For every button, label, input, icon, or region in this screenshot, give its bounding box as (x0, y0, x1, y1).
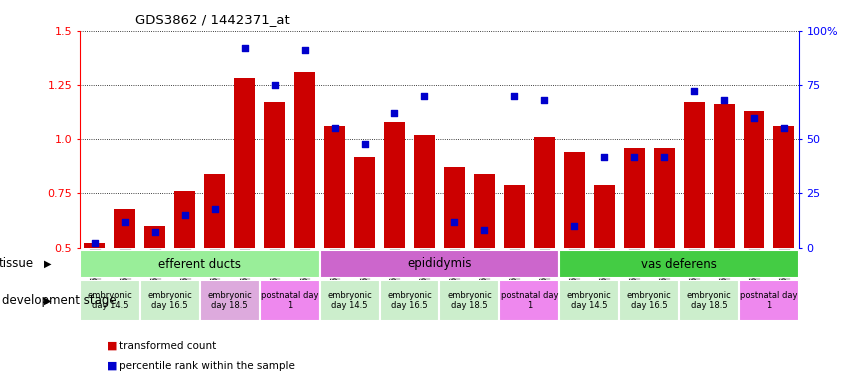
Bar (204, 174, 225, 356)
Bar (624, 148, 645, 356)
Point (597, 154, 611, 160)
Bar (444, 167, 465, 356)
Point (208, 205, 221, 212)
Text: transformed count: transformed count (119, 341, 217, 351)
Point (298, 47, 311, 53)
Text: development stage: development stage (2, 294, 116, 307)
Text: embryonic
day 16.5: embryonic day 16.5 (387, 291, 431, 310)
Text: embryonic
day 14.5: embryonic day 14.5 (87, 291, 132, 310)
Point (627, 154, 641, 160)
Bar (199, 280, 260, 321)
Bar (500, 280, 559, 321)
Bar (354, 157, 375, 356)
Text: percentile rank within the sample: percentile rank within the sample (119, 361, 295, 371)
Bar (145, 226, 166, 356)
Text: postnatal day
1: postnatal day 1 (500, 291, 558, 310)
Point (118, 218, 131, 225)
Bar (684, 102, 705, 356)
Point (178, 212, 192, 218)
Point (717, 97, 731, 103)
Point (568, 223, 581, 229)
Point (418, 93, 431, 99)
Bar (80, 250, 320, 278)
Bar (294, 72, 315, 356)
Text: postnatal day
1: postnatal day 1 (740, 291, 798, 310)
Bar (439, 280, 500, 321)
Bar (739, 280, 799, 321)
Point (238, 45, 251, 51)
Text: tissue: tissue (0, 257, 34, 270)
Bar (713, 104, 734, 356)
Bar (264, 102, 285, 356)
Bar (534, 137, 555, 356)
Bar (504, 185, 525, 356)
Text: postnatal day
1: postnatal day 1 (261, 291, 319, 310)
Bar (559, 250, 799, 278)
Bar (743, 111, 764, 356)
Point (478, 227, 491, 233)
Bar (774, 126, 795, 356)
Point (148, 229, 161, 235)
Bar (234, 78, 255, 356)
Bar (174, 191, 195, 356)
Bar (320, 250, 559, 278)
Text: embryonic
day 16.5: embryonic day 16.5 (147, 291, 192, 310)
Bar (384, 122, 405, 356)
Point (88, 240, 102, 247)
Point (268, 82, 282, 88)
Bar (619, 280, 679, 321)
Point (357, 141, 371, 147)
Bar (679, 280, 739, 321)
Point (508, 93, 521, 99)
Text: efferent ducts: efferent ducts (158, 258, 241, 270)
Bar (84, 243, 105, 356)
Bar (114, 209, 135, 356)
Text: embryonic
day 18.5: embryonic day 18.5 (687, 291, 732, 310)
Point (658, 154, 671, 160)
Point (687, 88, 701, 94)
Bar (653, 148, 674, 356)
Text: ■: ■ (107, 361, 117, 371)
Point (447, 218, 461, 225)
Text: ▶: ▶ (44, 259, 51, 269)
Bar (260, 280, 320, 321)
Bar (80, 280, 140, 321)
Bar (379, 280, 439, 321)
Bar (414, 135, 435, 356)
Point (328, 125, 341, 131)
Point (388, 110, 401, 116)
Text: GDS3862 / 1442371_at: GDS3862 / 1442371_at (135, 13, 289, 26)
Text: ■: ■ (107, 341, 117, 351)
Text: embryonic
day 14.5: embryonic day 14.5 (327, 291, 372, 310)
Bar (473, 174, 495, 356)
Text: embryonic
day 14.5: embryonic day 14.5 (567, 291, 611, 310)
Point (537, 97, 551, 103)
Text: embryonic
day 18.5: embryonic day 18.5 (447, 291, 492, 310)
Point (777, 125, 791, 131)
Bar (324, 126, 345, 356)
Bar (563, 152, 584, 356)
Bar (320, 280, 379, 321)
Text: embryonic
day 18.5: embryonic day 18.5 (208, 291, 252, 310)
Bar (559, 280, 619, 321)
Point (748, 114, 761, 121)
Text: embryonic
day 16.5: embryonic day 16.5 (627, 291, 671, 310)
Text: epididymis: epididymis (407, 258, 472, 270)
Bar (594, 185, 615, 356)
Bar (140, 280, 199, 321)
Text: ▶: ▶ (44, 296, 51, 306)
Text: vas deferens: vas deferens (641, 258, 717, 270)
